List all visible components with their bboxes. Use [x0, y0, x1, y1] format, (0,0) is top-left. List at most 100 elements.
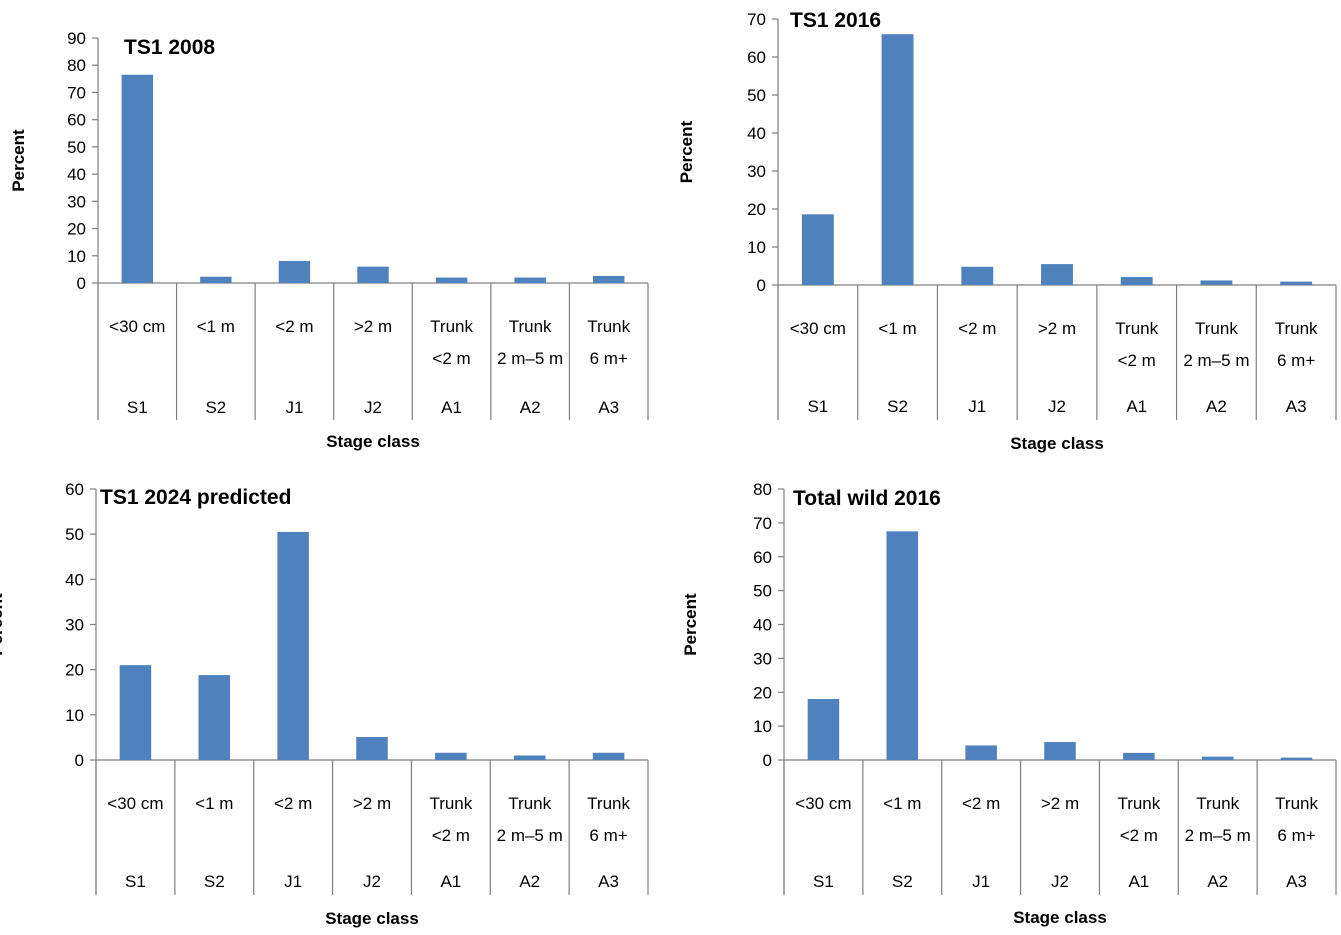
size-label-line1: <2 m [274, 794, 312, 813]
y-tick-label: 60 [753, 548, 772, 567]
stage-code-label: J1 [284, 872, 302, 891]
stage-code-label: J1 [972, 872, 990, 891]
bar-J2 [1041, 264, 1073, 285]
size-label-line1: <30 cm [795, 794, 851, 813]
size-label-line1: >2 m [1041, 794, 1079, 813]
size-label-line1: Trunk [509, 317, 552, 336]
stage-code-label: A3 [1286, 397, 1307, 416]
stage-code-label: A1 [1126, 397, 1147, 416]
stage-code-label: J2 [1051, 872, 1069, 891]
bar-A3 [1280, 757, 1313, 760]
bar-S2 [198, 675, 231, 760]
size-label-line1: <30 cm [109, 317, 165, 336]
y-tick-label: 50 [67, 138, 86, 157]
stage-code-label: J2 [364, 398, 382, 417]
stage-code-label: A3 [598, 872, 619, 891]
bar-S1 [807, 699, 840, 760]
stage-code-label: J2 [1048, 397, 1066, 416]
y-tick-label: 10 [67, 247, 86, 266]
stage-code-label: J1 [285, 398, 303, 417]
size-label-line1: <30 cm [790, 319, 846, 338]
size-label-line1: Trunk [429, 794, 472, 813]
y-tick-label: 20 [747, 200, 766, 219]
size-label-line2: <2 m [1118, 351, 1156, 370]
y-tick-label: 10 [65, 706, 84, 725]
size-label-line1: Trunk [1196, 794, 1239, 813]
size-label-line2: <2 m [432, 349, 470, 368]
size-label-line1: <1 m [878, 319, 916, 338]
y-tick-label: 50 [747, 86, 766, 105]
y-tick-label: 40 [753, 616, 772, 635]
size-label-line1: Trunk [1195, 319, 1238, 338]
y-tick-label: 0 [763, 751, 772, 770]
size-label-line1: Trunk [587, 794, 630, 813]
stage-code-label: S1 [127, 398, 148, 417]
size-label-line2: 2 m–5 m [1183, 351, 1249, 370]
bar-J2 [356, 736, 388, 760]
bar-A1 [435, 277, 468, 283]
stage-code-label: J2 [363, 872, 381, 891]
bar-S1 [119, 665, 152, 760]
bar-J2 [357, 266, 389, 283]
bar-A2 [514, 277, 546, 283]
bar-A1 [1120, 277, 1153, 285]
bar-S1 [801, 214, 834, 285]
y-tick-label: 70 [753, 514, 772, 533]
bar-A1 [435, 752, 467, 760]
size-label-line1: <30 cm [107, 794, 163, 813]
stage-code-label: S1 [807, 397, 828, 416]
bar-J1 [277, 531, 309, 760]
y-axis-title: Percent [0, 593, 6, 656]
bar-A2 [1200, 280, 1233, 285]
bar-A3 [592, 752, 625, 760]
size-label-line2: <2 m [1120, 826, 1158, 845]
size-label-line1: Trunk [1275, 319, 1318, 338]
y-axis-title: Percent [681, 593, 700, 656]
y-tick-label: 30 [67, 192, 86, 211]
y-tick-label: 80 [67, 56, 86, 75]
y-tick-label: 20 [753, 683, 772, 702]
stage-code-label: S1 [125, 872, 146, 891]
size-label-line1: <2 m [275, 317, 313, 336]
chart-title: TS1 2008 [124, 36, 215, 59]
size-label-line2: 6 m+ [590, 349, 628, 368]
bar-A3 [1280, 281, 1313, 285]
y-tick-label: 40 [747, 124, 766, 143]
size-label-line1: >2 m [354, 317, 392, 336]
size-label-line1: <1 m [197, 317, 235, 336]
chart-panel-3: 0 10 20 30 40 50 60 <30 cm S1 <1 m S2 <2 m J1 >2 m J2 T… [0, 480, 649, 928]
stage-code-label: S2 [892, 872, 913, 891]
stage-code-label: A2 [1206, 397, 1227, 416]
stage-code-label: A1 [440, 872, 461, 891]
y-tick-label: 0 [757, 276, 766, 295]
y-tick-label: 50 [65, 525, 84, 544]
size-label-line1: <1 m [195, 794, 233, 813]
bar-S2 [886, 531, 919, 760]
y-tick-label: 30 [65, 616, 84, 635]
size-label-line2: 2 m–5 m [1185, 826, 1251, 845]
stage-code-label: S1 [813, 872, 834, 891]
bar-J1 [961, 266, 994, 285]
stage-code-label: A2 [520, 398, 541, 417]
y-tick-label: 90 [67, 29, 86, 48]
y-tick-label: 30 [753, 649, 772, 668]
chart-panel-4: 0 10 20 30 40 50 60 70 80 <30 cm S1 <1 m S2 <2 m J1 >2 … [681, 480, 1337, 927]
y-tick-label: 80 [753, 480, 772, 499]
size-label-line2: 6 m+ [589, 826, 627, 845]
chart-title: TS1 2016 [790, 9, 881, 32]
stage-code-label: A2 [1207, 872, 1228, 891]
size-label-line1: <1 m [883, 794, 921, 813]
bar-A1 [1123, 752, 1155, 760]
stage-code-label: S2 [204, 872, 225, 891]
size-label-line2: 2 m–5 m [497, 826, 563, 845]
y-tick-label: 0 [77, 274, 86, 293]
size-label-line1: Trunk [1275, 794, 1318, 813]
bar-J1 [965, 745, 997, 760]
bar-S2 [881, 34, 914, 286]
y-tick-label: 20 [65, 661, 84, 680]
size-label-line1: <2 m [962, 794, 1000, 813]
size-label-line1: Trunk [1115, 319, 1158, 338]
x-axis-title: Stage class [1010, 434, 1104, 453]
